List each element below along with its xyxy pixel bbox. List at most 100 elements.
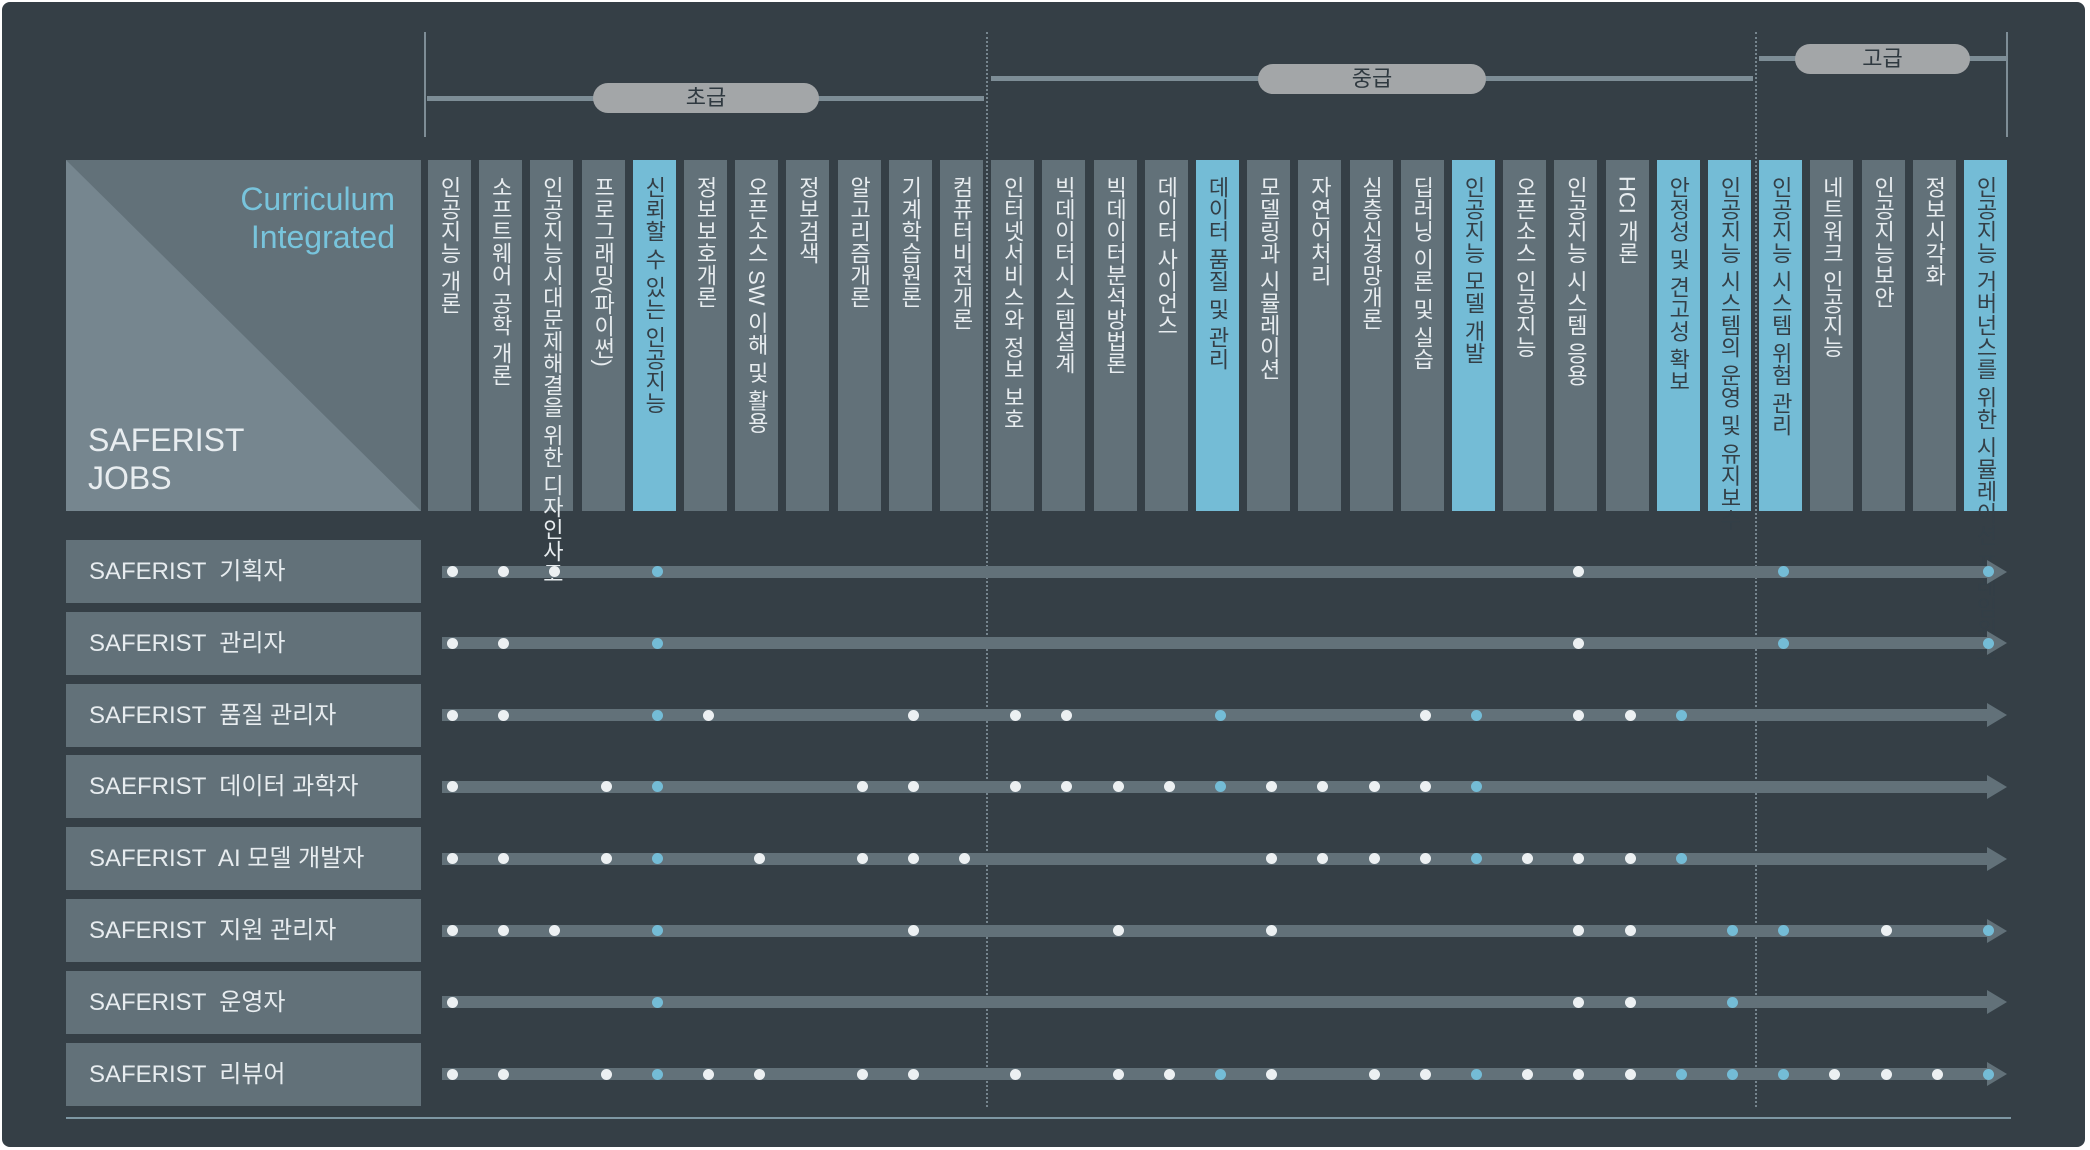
course-column: 인공지능시대문제해결을 위한 디자인사고: [530, 160, 574, 584]
course-marker-dot: [1317, 853, 1329, 865]
track-arrow-icon: [1987, 559, 2007, 584]
course-column: 네트워크 인공지능: [1810, 160, 1854, 511]
course-column: 인공지능 개론: [428, 160, 471, 511]
curriculum-label-line-2: Integrated: [250, 219, 395, 255]
job-label: SAFERIST AI 모델 개발자: [89, 845, 365, 873]
track-arrow-icon: [1987, 846, 2007, 871]
course-label: 모델링과 시뮬레이션: [1256, 176, 1282, 381]
job-track: [442, 565, 1987, 578]
course-marker-dot: [754, 1068, 766, 1080]
level-pill-beginner: 초급: [593, 83, 819, 113]
track-arrow-icon: [1987, 918, 2007, 943]
job-label-box: SAFERIST 리뷰어: [66, 1042, 421, 1106]
course-label: HCI 개론: [1614, 176, 1640, 264]
course-marker-dot: [1983, 925, 1994, 936]
job-track: [442, 780, 1987, 793]
job-label: SAFERIST 리뷰어: [89, 1060, 286, 1088]
course-column: 오픈소스 SW 이해 및 활용: [735, 160, 779, 511]
course-marker-dot: [1368, 781, 1380, 793]
course-column: 프로그래밍(파이썬): [581, 160, 625, 511]
course-marker-dot: [1215, 709, 1226, 721]
job-label: SAFERIST 품질 관리자: [89, 701, 337, 729]
course-label: 정보보호개론: [693, 176, 718, 308]
course-marker-dot: [498, 925, 510, 936]
job-label-box: SAFERIST 품질 관리자: [66, 683, 421, 747]
course-column: 심층신경망개론: [1349, 160, 1393, 511]
corner-header: Curriculum Integrated SAFERIST JOBS: [66, 160, 421, 511]
course-column: 빅데이터시스템설계: [1042, 160, 1086, 511]
course-marker-dot: [1624, 709, 1636, 721]
course-marker-dot: [1624, 925, 1636, 936]
course-marker-dot: [651, 853, 663, 865]
course-label: 오픈소스 SW 이해 및 활용: [744, 176, 770, 434]
course-marker-dot: [1778, 1068, 1790, 1080]
course-column: 인터넷서비스와 정보 보호: [991, 160, 1035, 511]
course-label: 인공지능시대문제해결을 위한 디자인사고: [539, 176, 565, 585]
course-marker-dot: [1010, 709, 1022, 721]
course-label: 알고리즘개론: [846, 176, 872, 308]
course-marker-dot: [907, 925, 919, 936]
course-label: 오픈소스 인공지능: [1512, 176, 1538, 359]
course-label: 소프트웨어 공학 개론: [488, 176, 514, 387]
course-column: 모델링과 시뮬레이션: [1247, 160, 1291, 511]
course-marker-dot: [1471, 781, 1482, 793]
course-marker-dot: [651, 996, 663, 1008]
job-track: [442, 996, 1987, 1009]
course-marker-dot: [1675, 853, 1687, 865]
course-column: 데이터 사이언스: [1144, 160, 1188, 511]
course-marker-dot: [447, 781, 458, 793]
course-marker-dot: [1624, 996, 1636, 1008]
level-pill-intermediate: 중급: [1258, 64, 1486, 94]
track-arrow-icon: [1987, 631, 2007, 656]
course-marker-dot: [907, 853, 919, 865]
matrix-bottom-rule: [66, 1117, 2011, 1119]
course-column: 알고리즘개론: [837, 160, 881, 511]
course-marker-dot: [1266, 925, 1278, 936]
course-marker-dot: [498, 1068, 510, 1080]
course-marker-dot: [1010, 1068, 1022, 1080]
job-label-box: SAEFRIST 데이터 과학자: [66, 755, 421, 819]
course-label: 빅데이터시스템설계: [1051, 176, 1077, 374]
curriculum-label-line-1: Curriculum: [240, 181, 395, 217]
course-marker-dot: [1163, 781, 1175, 793]
course-marker-dot: [1010, 781, 1022, 793]
course-marker-dot: [1573, 709, 1585, 721]
course-marker-dot: [959, 853, 970, 865]
course-label: 인공지능 개론: [437, 176, 462, 315]
course-marker-dot: [447, 637, 458, 649]
job-label-box: SAFERIST 관리자: [66, 611, 421, 675]
course-label: 심층신경망개론: [1358, 176, 1384, 330]
course-marker-dot: [907, 1068, 919, 1080]
course-marker-dot: [1727, 996, 1738, 1008]
course-marker-dot: [1368, 1068, 1380, 1080]
course-label: 인공지능보안: [1870, 176, 1896, 308]
course-marker-dot: [651, 637, 663, 649]
track-arrow-icon: [1987, 990, 2007, 1015]
jobs-label-line-1: SAFERIST: [88, 422, 245, 458]
course-label: 프로그래밍(파이썬): [590, 176, 616, 367]
job-label: SAFERIST 기획자: [89, 558, 286, 585]
course-column: 인공지능 거버넌스를 위한 시뮬레이션 프레임워크: [1964, 160, 2007, 662]
job-track: [442, 852, 1987, 865]
course-marker-dot: [856, 1068, 868, 1080]
job-track: [442, 637, 1987, 650]
course-column: 정보검색: [786, 160, 830, 511]
course-marker-dot: [600, 781, 612, 793]
course-marker-dot: [1112, 1068, 1124, 1080]
course-marker-dot: [1471, 1068, 1482, 1080]
job-label: SAEFRIST 데이터 과학자: [89, 773, 359, 801]
course-marker-dot: [1419, 709, 1431, 721]
course-column: 정보시각화: [1912, 160, 1956, 511]
course-label: 신뢰할 수 있는 인공지능: [641, 176, 667, 415]
course-marker-dot: [498, 566, 510, 577]
course-column: 인공지능 시스템의 운영 및 유지보수: [1708, 160, 1751, 530]
course-marker-dot: [1112, 781, 1124, 793]
course-marker-dot: [1317, 781, 1329, 793]
course-marker-dot: [1675, 709, 1687, 721]
course-label: 안정성 및 견고성 확보: [1665, 176, 1691, 393]
course-column: 안정성 및 견고성 확보: [1656, 160, 1700, 511]
course-marker-dot: [1573, 925, 1585, 936]
course-marker-dot: [1215, 781, 1226, 793]
course-label: 네트워크 인공지능: [1819, 176, 1845, 359]
course-marker-dot: [1829, 1068, 1841, 1080]
